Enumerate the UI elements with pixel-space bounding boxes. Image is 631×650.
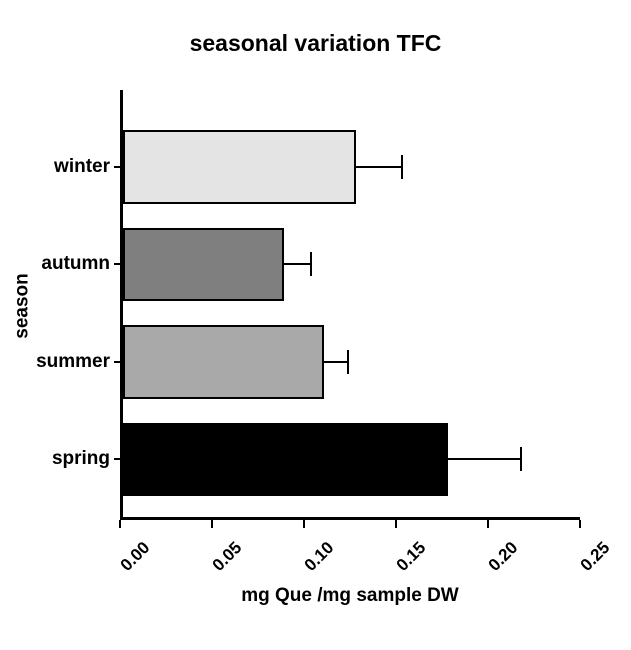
chart-container: seasonal variation TFC winterautumnsumme… — [0, 0, 631, 650]
error-bar-summer — [324, 361, 348, 363]
x-tick-label-0: 0.00 — [105, 538, 154, 587]
x-tick-5 — [579, 520, 581, 528]
category-label-spring: spring — [15, 447, 110, 471]
x-tick-1 — [211, 520, 213, 528]
category-label-summer: summer — [15, 350, 110, 374]
y-tick-winter — [114, 166, 120, 168]
chart-title: seasonal variation TFC — [0, 30, 631, 57]
x-tick-3 — [395, 520, 397, 528]
x-axis-title: mg Que /mg sample DW — [120, 585, 580, 607]
x-tick-label-3: 0.15 — [381, 538, 430, 587]
bar-winter — [123, 130, 356, 204]
y-axis-title: season — [12, 273, 34, 338]
x-tick-4 — [487, 520, 489, 528]
x-tick-0 — [119, 520, 121, 528]
bar-spring — [123, 423, 448, 497]
x-tick-label-4: 0.20 — [473, 538, 522, 587]
bar-autumn — [123, 228, 284, 302]
error-cap-winter — [401, 155, 403, 179]
error-bar-winter — [356, 166, 402, 168]
x-axis — [120, 517, 580, 520]
category-label-winter: winter — [15, 155, 110, 179]
x-tick-label-1: 0.05 — [197, 538, 246, 587]
x-tick-2 — [303, 520, 305, 528]
y-tick-spring — [114, 458, 120, 460]
error-bar-spring — [448, 458, 522, 460]
error-cap-summer — [347, 350, 349, 374]
y-tick-summer — [114, 361, 120, 363]
bar-summer — [123, 325, 324, 399]
x-tick-label-5: 0.25 — [565, 538, 614, 587]
x-tick-label-2: 0.10 — [289, 538, 338, 587]
y-tick-autumn — [114, 263, 120, 265]
error-bar-autumn — [284, 263, 312, 265]
plot-area: winterautumnsummerspring0.000.050.100.15… — [120, 90, 580, 520]
error-cap-autumn — [310, 252, 312, 276]
error-cap-spring — [520, 447, 522, 471]
